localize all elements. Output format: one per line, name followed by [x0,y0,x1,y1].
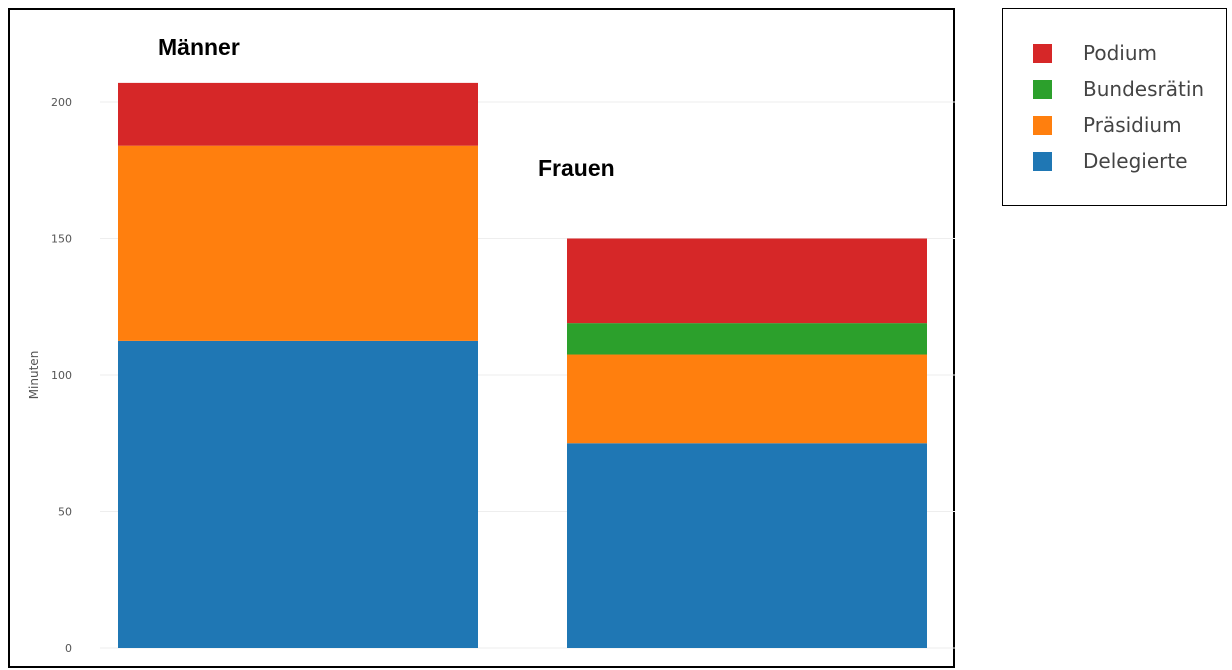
legend-item-präsidium[interactable]: Präsidium [1003,113,1223,138]
bar-podium-0 [118,82,478,146]
y-axis-label: Minuten [27,351,41,400]
legend-swatch [1033,152,1052,171]
legend-item-delegierte[interactable]: Delegierte [1003,149,1223,174]
bar-chart: 0 50 100 150 200 Minuten [27,82,955,655]
legend-item-bundesrätin[interactable]: Bundesrätin [1003,77,1223,102]
legend: Podium Bundesrätin Präsidium Delegierte [1002,8,1227,206]
bar-präsidium-0 [118,145,478,341]
chart-frame: 0 50 100 150 200 Minuten Männer Frauen [8,8,955,668]
legend-swatch [1033,44,1052,63]
y-tick-label-100: 100 [51,369,72,382]
bar-bundesrätin-1 [567,323,927,355]
group-label-frauen: Frauen [538,155,615,181]
bar-podium-1 [567,238,927,324]
legend-label: Podium [1083,41,1157,65]
y-tick-label-150: 150 [51,233,72,246]
y-tick-label-0: 0 [65,642,72,655]
legend-label: Bundesrätin [1083,77,1205,101]
legend-label: Delegierte [1083,149,1188,173]
y-tick-label-200: 200 [51,96,72,109]
bar-präsidium-1 [567,354,927,444]
legend-swatch [1033,116,1052,135]
bar-delegierte-1 [567,443,927,648]
bar-delegierte-0 [118,340,478,648]
legend-swatch [1033,80,1052,99]
legend-label: Präsidium [1083,113,1182,137]
group-label-maenner: Männer [158,34,240,60]
y-tick-label-50: 50 [58,506,72,519]
legend-item-podium[interactable]: Podium [1003,41,1223,66]
